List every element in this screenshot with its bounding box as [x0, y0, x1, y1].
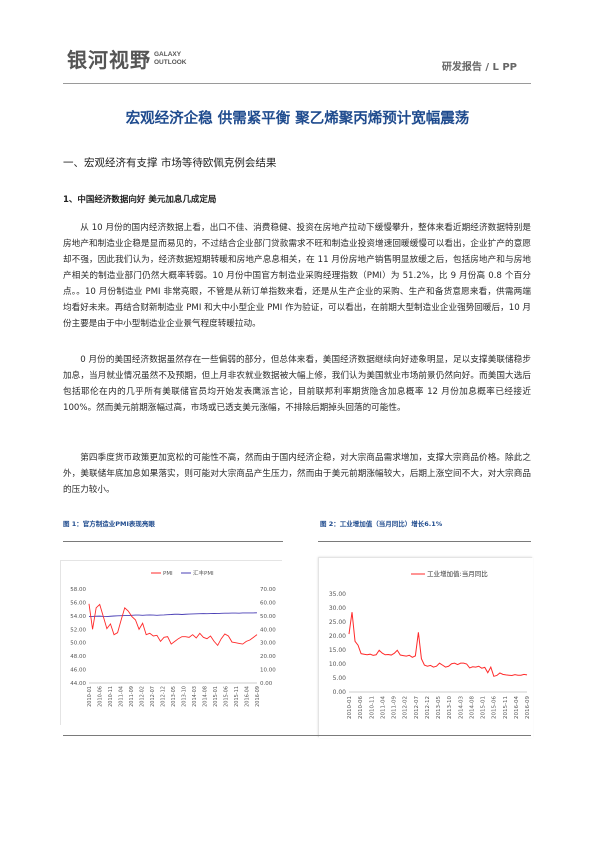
x-tick-label: 2015-11 [234, 686, 240, 707]
x-tick-label: 2011-09 [392, 696, 398, 719]
y-tick-label: 5.00 [333, 675, 347, 682]
x-tick-label: 2016-09 [255, 686, 261, 707]
y-left-tick-label: 46.00 [70, 668, 86, 674]
figure-2-top-rule [318, 541, 531, 542]
series-industrial-line [348, 612, 528, 677]
section-heading: 一、宏观经济有支撑 市场等待欧佩克例会结果 [63, 157, 277, 169]
x-tick-label: 2014-03 [458, 696, 464, 719]
logo-en-line1: GALAXY [154, 51, 182, 58]
x-tick-label: 2011-04 [119, 686, 125, 707]
x-tick-label: 2010-06 [358, 696, 364, 719]
x-tick-label: 2010-11 [108, 686, 114, 707]
y-right-tick-label: 60.00 [260, 600, 276, 606]
paragraph-2: 0 月份的美国经济数据虽然存在一些偏弱的部分，但总体来看，美国经济数据继续向好迹… [63, 355, 531, 413]
x-tick-label: 2014-08 [203, 686, 209, 707]
y-right-tick-label: 40.00 [260, 627, 276, 633]
y-left-tick-label: 58.00 [70, 587, 86, 593]
x-tick-label: 2012-12 [425, 696, 431, 719]
x-tick-label: 2015-01 [481, 696, 487, 719]
figure-bottom-rule [63, 735, 531, 736]
report-tag: 研发报告 / L PP [441, 62, 517, 73]
x-tick-label: 2011-09 [129, 686, 135, 707]
figure-2-caption: 图 2：工业增加值（当月同比）增长6.1% [320, 520, 443, 528]
y-tick-label: 15.00 [329, 647, 346, 654]
x-tick-label: 2014-08 [469, 696, 475, 719]
x-tick-label: 2013-05 [436, 696, 442, 719]
legend-industrial-label: 工业增加值:当月同比 [427, 569, 488, 578]
sub-heading: 1、中国经济数据向好 美元加息几成定局 [63, 195, 217, 205]
x-tick-label: 2016-04 [245, 686, 251, 707]
header-divider [63, 83, 531, 84]
y-tick-label: 20.00 [329, 633, 346, 640]
chart-2-legend: 工业增加值:当月同比 [411, 569, 488, 578]
x-tick-label: 2013-05 [171, 686, 177, 707]
x-tick-label: 2015-06 [492, 696, 498, 719]
x-tick-label: 2012-07 [150, 686, 156, 707]
y-right-tick-label: 30.00 [260, 641, 276, 647]
y-right-tick-label: 20.00 [260, 654, 276, 660]
legend-hsbc-pmi-label: 汇丰PMI [193, 569, 214, 577]
chart-1-legend: PMI 汇丰PMI [151, 569, 214, 577]
series-hsbc-pmi-line [88, 612, 258, 617]
x-tick-label: 2012-12 [161, 686, 167, 707]
y-tick-label: 0.00 [333, 689, 347, 696]
x-tick-label: 2010-01 [347, 696, 353, 719]
logo-en-line2: OUTLOOK [154, 58, 187, 66]
chart-2-background [319, 558, 533, 738]
x-tick-label: 2015-11 [503, 696, 509, 719]
x-tick-label: 2010-01 [87, 686, 93, 707]
industrial-output-chart-panel: 工业增加值:当月同比 35.00 30.00 25.00 20.00 15.00 10.00… [318, 557, 533, 738]
y-left-tick-label: 50.00 [70, 641, 86, 647]
y-right-tick-label: 70.00 [260, 587, 276, 593]
page-header: 银河视野 GALAXY OUTLOOK 研发报告 / L PP [0, 0, 595, 90]
x-tick-label: 2010-06 [98, 686, 104, 707]
x-tick-label: 2014-03 [192, 686, 198, 707]
pmi-chart-panel: PMI 汇丰PMI 58.00 56.00 54.00 52.00 50.00 48.00 46… [60, 560, 283, 726]
y-left-tick-label: 44.00 [70, 681, 86, 687]
x-tick-label: 2012-02 [140, 686, 146, 707]
y-tick-label: 35.00 [329, 591, 346, 598]
legend-pmi-label: PMI [163, 571, 173, 577]
y-tick-label: 25.00 [329, 619, 346, 626]
x-tick-label: 2010-11 [369, 696, 375, 719]
x-tick-label: 2013-10 [182, 686, 188, 707]
logo-english-text: GALAXY OUTLOOK [154, 51, 187, 66]
x-tick-label: 2011-04 [380, 696, 386, 719]
x-tick-label: 2016-04 [514, 696, 520, 719]
figure-1-caption: 图 1：官方制造业PMI表现亮眼 [63, 520, 155, 528]
x-tick-label: 2016-09 [525, 696, 531, 719]
x-tick-label: 2012-02 [403, 696, 409, 719]
y-right-tick-label: 50.00 [260, 614, 276, 620]
x-tick-label: 2012-07 [414, 696, 420, 719]
paragraph-1: 从 10 月份的国内经济数据上看，出口不佳、消费稳健、投资在房地产拉动下缓慢攀升… [63, 223, 531, 329]
figure-1-top-rule [63, 541, 283, 542]
y-left-tick-label: 52.00 [70, 627, 86, 633]
galaxy-outlook-logo: 银河视野 GALAXY OUTLOOK [67, 44, 187, 73]
industrial-output-line-chart: 工业增加值:当月同比 35.00 30.00 25.00 20.00 15.00 10.00… [319, 558, 533, 738]
y-right-tick-label: 10.00 [260, 668, 276, 674]
series-pmi-line [88, 603, 258, 647]
y-left-tick-label: 56.00 [70, 600, 86, 606]
pmi-line-chart: PMI 汇丰PMI 58.00 56.00 54.00 52.00 50.00 48.00 46… [61, 561, 283, 726]
y-right-tick-label: 0.00 [260, 681, 273, 687]
report-title: 宏观经济企稳 供需紧平衡 聚乙烯聚丙烯预计宽幅震荡 [125, 111, 470, 127]
paragraph-3: 第四季度货币政策更加宽松的可能性不高，然而由于国内经济企稳，对大宗商品需求增加，… [63, 453, 531, 495]
y-tick-label: 10.00 [329, 661, 346, 668]
y-tick-label: 30.00 [329, 605, 346, 612]
y-left-tick-label: 48.00 [70, 654, 86, 660]
x-tick-label: 2013-10 [447, 696, 453, 719]
logo-chinese-text: 银河视野 [67, 48, 151, 72]
y-left-tick-label: 54.00 [70, 614, 86, 620]
x-tick-label: 2015-01 [213, 686, 219, 707]
x-tick-label: 2015-06 [224, 686, 230, 707]
